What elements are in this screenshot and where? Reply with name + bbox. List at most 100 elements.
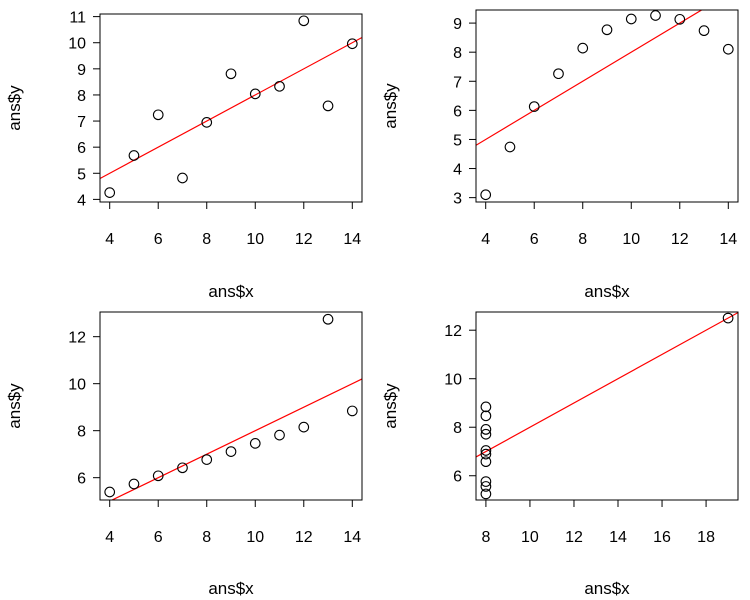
data-point bbox=[322, 313, 334, 325]
y-tick-label: 12 bbox=[444, 323, 462, 340]
regression-line bbox=[110, 378, 362, 500]
data-point bbox=[480, 189, 492, 201]
data-point bbox=[274, 429, 285, 441]
y-tick-label: 5 bbox=[77, 166, 86, 183]
y-axis-label: ans$y bbox=[5, 85, 24, 131]
data-point bbox=[480, 428, 492, 440]
y-axis-label: ans$y bbox=[381, 83, 400, 129]
data-point bbox=[346, 405, 358, 417]
x-tick-label: 10 bbox=[521, 529, 539, 546]
data-point bbox=[201, 454, 213, 465]
y-axis-label: ans$y bbox=[5, 383, 24, 429]
data-point bbox=[104, 187, 116, 198]
plot-frame bbox=[475, 311, 739, 501]
data-point bbox=[480, 456, 492, 468]
data-point bbox=[480, 401, 492, 413]
data-point bbox=[577, 42, 589, 54]
regression-line bbox=[100, 36, 362, 180]
y-tick-label: 7 bbox=[453, 74, 462, 91]
data-point bbox=[480, 445, 492, 456]
data-point bbox=[480, 448, 492, 460]
y-tick-label: 7 bbox=[77, 114, 86, 131]
regression-line bbox=[476, 312, 738, 458]
data-point bbox=[201, 117, 213, 128]
x-axis-label: ans$x bbox=[584, 282, 630, 301]
y-tick-label: 6 bbox=[453, 469, 462, 486]
y-tick-label: 4 bbox=[453, 162, 462, 179]
x-tick-label: 10 bbox=[246, 529, 264, 546]
x-tick-label: 8 bbox=[481, 529, 490, 546]
data-point bbox=[480, 424, 492, 435]
data-point bbox=[553, 68, 564, 80]
y-tick-label: 8 bbox=[77, 424, 86, 441]
y-tick-label: 6 bbox=[453, 103, 462, 120]
x-tick-label: 10 bbox=[622, 231, 640, 248]
y-tick-label: 10 bbox=[68, 377, 86, 394]
plot-frame bbox=[99, 13, 363, 203]
data-point bbox=[177, 172, 188, 184]
x-tick-label: 18 bbox=[697, 529, 715, 546]
regression-line bbox=[476, 10, 703, 146]
y-tick-label: 3 bbox=[453, 191, 462, 208]
y-tick-label: 10 bbox=[68, 36, 86, 53]
x-tick-label: 6 bbox=[154, 529, 163, 546]
x-tick-label: 4 bbox=[105, 529, 114, 546]
y-tick-label: 12 bbox=[68, 330, 86, 347]
x-axis-label: ans$x bbox=[208, 282, 254, 301]
y-tick-label: 4 bbox=[77, 192, 86, 209]
y-tick-label: 9 bbox=[77, 62, 86, 79]
x-tick-label: 12 bbox=[671, 231, 689, 248]
y-tick-label: 8 bbox=[453, 420, 462, 437]
data-point bbox=[504, 141, 516, 153]
data-point bbox=[274, 80, 285, 92]
y-tick-label: 6 bbox=[77, 471, 86, 488]
x-tick-label: 4 bbox=[481, 231, 490, 248]
scatter-panel-1: 4 6 8 10 12 14 4 5 6 7 8 9 10 11 ans$x ans$y bbox=[5, 10, 363, 301]
data-point bbox=[322, 100, 334, 112]
y-axis-label: ans$y bbox=[381, 383, 400, 429]
data-point bbox=[480, 488, 492, 500]
y-tick-label: 8 bbox=[453, 45, 462, 62]
x-tick-label: 14 bbox=[719, 231, 737, 248]
plot-frame bbox=[99, 311, 363, 501]
data-point bbox=[298, 15, 310, 27]
data-point bbox=[698, 25, 710, 37]
data-point bbox=[601, 24, 613, 36]
data-point bbox=[128, 150, 140, 161]
y-tick-label: 5 bbox=[453, 132, 462, 149]
data-point bbox=[650, 10, 661, 21]
data-point bbox=[480, 481, 492, 492]
data-point bbox=[674, 13, 686, 25]
data-point bbox=[128, 478, 140, 490]
x-tick-label: 14 bbox=[609, 529, 627, 546]
x-tick-label: 14 bbox=[343, 529, 361, 546]
data-point bbox=[225, 446, 237, 457]
data-point bbox=[346, 38, 358, 50]
scatter-panel-4: 8 10 12 14 16 18 6 8 10 12 ans$x ans$y bbox=[381, 311, 739, 598]
data-point bbox=[249, 438, 261, 449]
data-point bbox=[298, 421, 310, 433]
x-axis-label: ans$x bbox=[208, 579, 254, 598]
data-point bbox=[480, 476, 492, 487]
x-tick-label: 8 bbox=[202, 529, 211, 546]
x-axis-label: ans$x bbox=[584, 579, 630, 598]
data-point bbox=[722, 43, 734, 55]
plot-frame bbox=[475, 9, 739, 203]
data-point bbox=[249, 88, 261, 100]
y-tick-label: 9 bbox=[453, 16, 462, 33]
y-tick-label: 8 bbox=[77, 88, 86, 105]
x-tick-label: 10 bbox=[246, 231, 264, 248]
data-point bbox=[104, 486, 116, 498]
data-point bbox=[528, 101, 540, 112]
data-point bbox=[177, 462, 188, 474]
y-tick-label: 6 bbox=[77, 140, 86, 157]
x-tick-label: 14 bbox=[343, 231, 361, 248]
x-tick-label: 8 bbox=[578, 231, 587, 248]
scatter-panel-3: 4 6 8 10 12 14 6 8 10 12 ans$x ans$y bbox=[5, 311, 363, 598]
x-tick-label: 8 bbox=[202, 231, 211, 248]
x-tick-label: 12 bbox=[295, 529, 313, 546]
y-tick-label: 10 bbox=[444, 372, 462, 389]
y-tick-label: 11 bbox=[69, 10, 86, 27]
data-point bbox=[480, 410, 492, 422]
